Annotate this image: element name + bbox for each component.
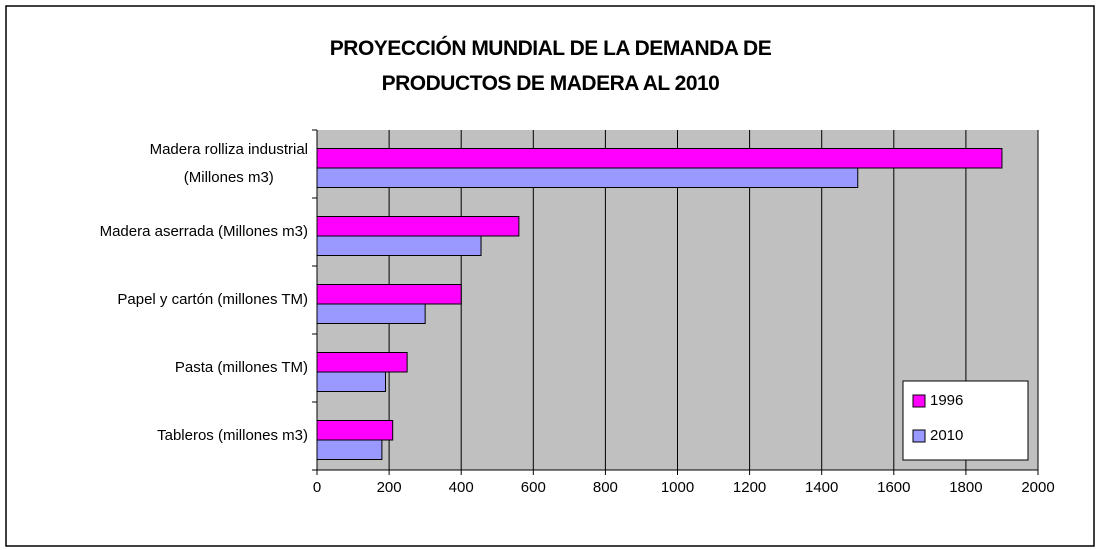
x-tick-label: 1000 bbox=[661, 479, 694, 496]
bar bbox=[316, 216, 520, 237]
bar bbox=[316, 420, 394, 441]
x-tick-label: 1400 bbox=[805, 479, 838, 496]
legend-swatch bbox=[912, 429, 926, 443]
legend-label: 1996 bbox=[930, 392, 963, 409]
y-tick-label: Madera rolliza industrial (Millones m3) bbox=[149, 141, 308, 186]
legend-label: 2010 bbox=[930, 427, 963, 444]
x-tick-label: 0 bbox=[313, 479, 321, 496]
x-tick-label: 2000 bbox=[1021, 479, 1054, 496]
bar bbox=[316, 303, 426, 324]
bar bbox=[316, 371, 386, 392]
y-tick-label: Tableros (millones m3) bbox=[157, 427, 308, 444]
chart-title: PROYECCIÓN MUNDIAL DE LA DEMANDA DE PROD… bbox=[329, 37, 772, 95]
bar bbox=[316, 148, 1003, 169]
bar bbox=[316, 284, 462, 305]
x-tick-label: 400 bbox=[449, 479, 474, 496]
y-tick-label: Madera aserrada (Millones m3) bbox=[99, 223, 308, 240]
x-tick-label: 1800 bbox=[949, 479, 982, 496]
y-tick-label: Pasta (millones TM) bbox=[174, 359, 308, 376]
bar bbox=[316, 439, 383, 460]
x-tick-label: 200 bbox=[377, 479, 402, 496]
legend-box bbox=[902, 380, 1029, 461]
bar bbox=[316, 167, 859, 188]
x-tick-label: 1600 bbox=[877, 479, 910, 496]
x-tick-label: 1200 bbox=[733, 479, 766, 496]
bar bbox=[316, 352, 408, 373]
x-tick-label: 600 bbox=[521, 479, 546, 496]
legend-swatch bbox=[912, 394, 926, 408]
x-tick-label: 800 bbox=[593, 479, 618, 496]
y-tick-label: Papel y cartón (millones TM) bbox=[117, 291, 308, 308]
bar bbox=[316, 235, 482, 256]
